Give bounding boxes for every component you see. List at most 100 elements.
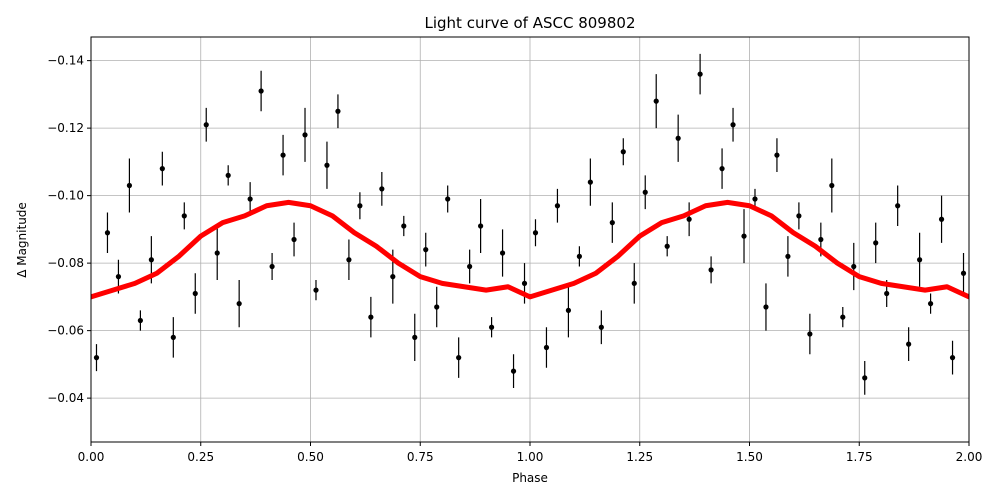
data-point	[642, 189, 648, 195]
data-point	[478, 223, 484, 229]
data-point	[104, 230, 111, 236]
data-point	[884, 290, 890, 297]
data-point	[170, 334, 176, 340]
data-point	[346, 257, 352, 263]
data-point	[401, 223, 407, 229]
data-point	[434, 304, 440, 310]
data-point	[357, 203, 363, 209]
data-point	[137, 317, 143, 324]
y-tick-label: −0.08	[47, 256, 84, 270]
plot-area	[91, 37, 969, 442]
data-point	[554, 203, 561, 209]
data-point	[917, 257, 923, 263]
data-point	[159, 166, 165, 172]
binned-curve	[91, 199, 969, 300]
data-point	[598, 324, 604, 330]
data-point	[115, 274, 122, 280]
data-point	[631, 280, 637, 286]
y-tick-label: −0.06	[47, 324, 84, 338]
data-point	[730, 122, 736, 128]
data-point	[280, 152, 286, 158]
x-tick-label: 1.25	[626, 450, 653, 464]
data-point	[741, 233, 747, 239]
x-tick-label: 0.50	[297, 450, 324, 464]
data-point	[335, 108, 341, 114]
data-point	[423, 247, 429, 253]
data-point	[390, 274, 396, 280]
data-point	[368, 314, 374, 320]
data-point	[620, 149, 626, 155]
data-point	[576, 253, 582, 259]
x-tick-label: 0.25	[187, 450, 214, 464]
data-point	[609, 220, 615, 226]
data-point	[829, 182, 835, 189]
data-point	[379, 186, 385, 192]
data-point	[675, 135, 681, 141]
data-point	[412, 334, 418, 340]
x-tick-label: 1.75	[846, 450, 873, 464]
data-point	[258, 88, 264, 94]
data-point	[851, 263, 857, 270]
x-tick-label: 1.50	[736, 450, 763, 464]
x-axis-label: Phase	[512, 471, 548, 485]
data-point	[302, 132, 308, 138]
x-tick-label: 2.00	[956, 450, 983, 464]
data-point	[521, 280, 528, 286]
data-point	[93, 355, 100, 361]
data-point	[752, 196, 758, 202]
data-point	[653, 98, 659, 104]
data-point	[192, 290, 198, 297]
data-point	[565, 307, 572, 313]
y-tick-label: −0.10	[47, 189, 84, 203]
data-point	[313, 287, 319, 293]
data-point	[818, 236, 824, 243]
data-point	[763, 304, 769, 310]
data-point	[236, 301, 242, 307]
data-point	[488, 324, 495, 330]
data-point	[862, 375, 868, 381]
data-point	[708, 267, 714, 273]
data-point	[543, 344, 550, 351]
data-point	[895, 203, 901, 209]
chart-title: Light curve of ASCC 809802	[425, 14, 636, 32]
x-tick-label: 1.00	[517, 450, 544, 464]
data-point	[291, 236, 297, 243]
data-point	[796, 213, 802, 219]
data-point	[587, 179, 593, 185]
data-point	[949, 355, 956, 361]
y-tick-label: −0.14	[47, 54, 84, 68]
data-point	[467, 263, 473, 270]
data-point	[774, 152, 780, 158]
data-point	[214, 250, 220, 256]
data-point	[697, 71, 703, 77]
data-point	[873, 240, 879, 246]
y-tick-label: −0.12	[47, 121, 84, 135]
data-point	[247, 196, 253, 202]
data-point	[181, 213, 187, 219]
data-point	[225, 172, 231, 178]
data-point	[126, 182, 133, 189]
data-point	[269, 263, 275, 270]
data-point	[148, 257, 154, 263]
data-point	[456, 355, 462, 361]
data-point	[686, 216, 692, 222]
data-point	[664, 243, 670, 249]
data-point	[445, 196, 451, 202]
x-tick-label: 0.00	[78, 450, 105, 464]
data-point	[927, 301, 934, 307]
data-point	[203, 122, 209, 128]
y-axis-label: Δ Magnitude	[15, 202, 29, 278]
data-point	[324, 162, 330, 168]
data-point	[906, 341, 912, 347]
data-point	[785, 253, 791, 259]
x-tick-label: 0.75	[407, 450, 434, 464]
data-point	[719, 166, 725, 172]
data-point	[960, 270, 967, 276]
data-point	[938, 216, 945, 222]
data-point	[532, 230, 539, 236]
data-point	[807, 331, 813, 337]
data-point	[840, 314, 846, 320]
y-tick-label: −0.04	[47, 391, 84, 405]
